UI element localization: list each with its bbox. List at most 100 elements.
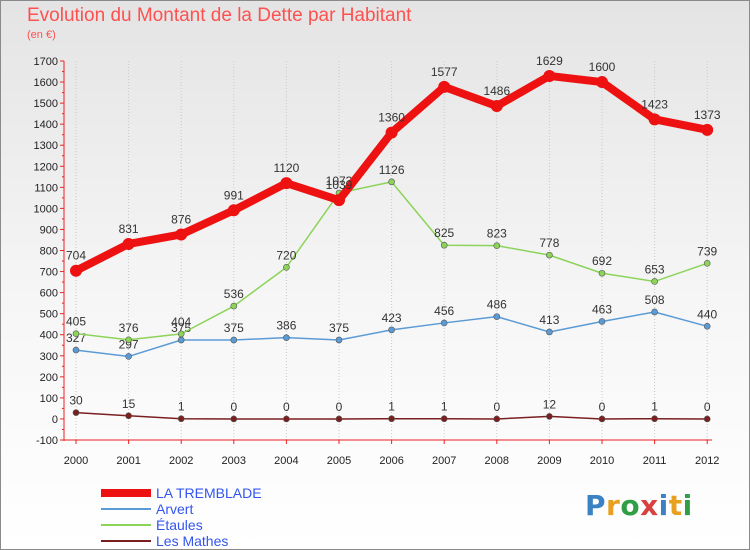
x-tick-label: 2010 [590,455,614,467]
x-tick-label: 2005 [327,455,351,467]
data-label: 653 [645,262,665,276]
data-point [701,123,714,136]
data-label: 1126 [379,163,405,177]
y-tick-label: 200 [40,372,58,384]
legend-swatch [101,524,151,526]
data-label: 1629 [536,54,563,68]
data-label: 1039 [326,178,353,192]
x-tick-label: 2012 [695,455,719,467]
data-label: 297 [119,337,139,351]
data-point [177,415,185,423]
y-tick-label: 700 [40,267,58,279]
data-label: 0 [599,400,606,414]
data-label: 0 [493,400,500,414]
y-tick-label: -100 [36,435,58,447]
data-point [72,330,80,337]
data-label: 463 [592,302,612,316]
legend-label: LA TREMBLADE [156,485,262,501]
data-label: 778 [539,236,559,250]
y-tick-label: 300 [40,351,58,363]
legend-swatch [101,508,151,510]
data-label: 1423 [641,97,668,111]
data-point [388,326,395,334]
chart-subtitle: (en €) [27,29,56,41]
logo-letter: i [682,489,693,522]
legend-item: LA TREMBLADE [101,485,301,501]
data-point [598,269,606,277]
data-label: 15 [122,397,136,411]
legend-label: Étaules [156,517,203,533]
y-tick-label: 400 [40,330,58,342]
legend-item: Arvert [101,501,301,517]
data-point [177,336,185,344]
data-point [230,336,238,344]
data-label: 692 [592,254,612,268]
data-label: 0 [230,400,237,414]
data-label: 375 [329,321,349,335]
legend-label: Arvert [156,501,194,517]
data-label: 0 [283,400,290,414]
legend-item: Étaules [101,517,301,533]
x-tick-label: 2000 [64,455,88,467]
data-point [546,328,553,336]
data-label: 1 [651,400,658,414]
data-point [122,237,135,250]
data-label: 1486 [483,84,510,98]
data-label: 1373 [694,108,721,122]
data-label: 0 [704,400,711,414]
y-tick-label: 1500 [34,98,58,110]
data-point [125,353,132,360]
data-point [385,126,398,139]
data-label: 1073 [326,174,353,188]
data-label: 831 [119,222,139,236]
data-point [177,330,185,338]
data-label: 440 [697,307,717,321]
data-point [543,69,556,82]
data-label: 405 [66,315,86,329]
data-label: 1577 [431,65,458,79]
proxiti-logo: Proxiti [585,489,693,522]
data-point [230,415,238,423]
y-tick-label: 1300 [34,140,58,152]
data-point [283,415,290,423]
y-tick-label: 600 [40,288,58,300]
data-point [493,242,501,249]
data-label: 536 [224,287,244,301]
data-label: 30 [69,394,83,408]
data-label: 413 [539,313,559,327]
data-label: 423 [382,311,402,325]
legend-swatch [101,489,151,497]
data-point [703,415,711,423]
data-point [546,251,553,259]
data-point [333,194,345,207]
data-point [598,415,606,423]
data-point [703,322,711,330]
data-point [438,80,451,93]
y-tick-label: 0 [52,414,58,426]
data-point [651,415,658,423]
data-point [648,113,661,126]
data-point [283,264,290,271]
data-label: 386 [276,319,296,333]
data-point [651,278,658,285]
data-label: 1 [388,400,395,414]
x-tick-label: 2001 [116,455,140,467]
data-point [227,204,240,217]
y-tick-label: 900 [40,224,58,236]
legend-label: Les Mathes [156,533,229,549]
logo-letter: P [585,489,607,522]
data-label: 876 [171,212,191,226]
data-point [598,318,606,325]
data-label: 823 [487,227,507,241]
y-tick-label: 500 [40,309,58,321]
data-point [490,100,503,113]
data-label: 375 [224,321,244,335]
x-tick-label: 2004 [274,455,298,467]
x-tick-label: 2011 [643,455,667,467]
data-point [335,415,343,423]
data-label: 508 [645,293,665,307]
data-label: 376 [119,321,139,335]
y-tick-label: 1100 [34,182,58,194]
